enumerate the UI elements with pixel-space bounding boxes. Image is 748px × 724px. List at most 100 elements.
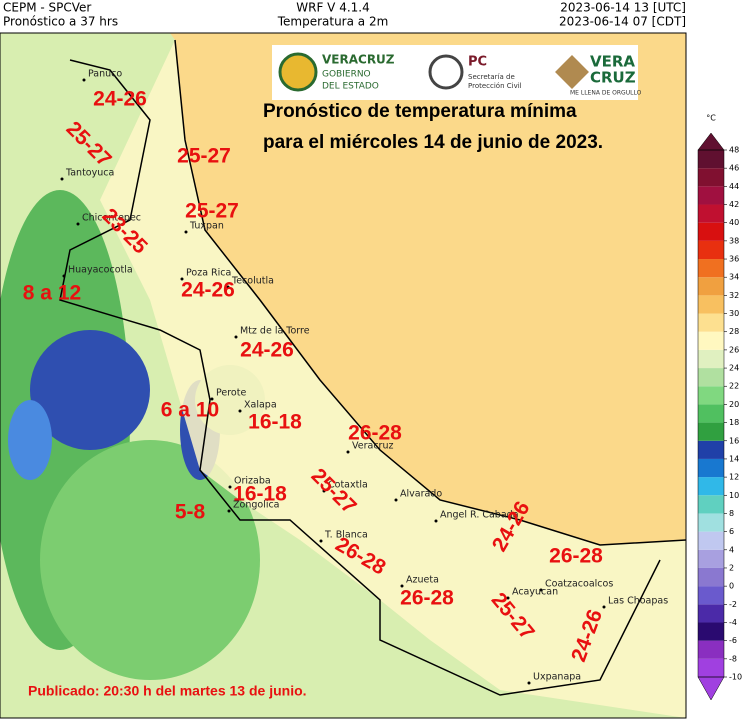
colorbar-tick-label: -10	[729, 673, 742, 682]
colorbar-band	[698, 186, 724, 205]
town-label: Coatzacoalcos	[545, 579, 613, 590]
town-marker	[210, 397, 214, 401]
town-marker	[82, 78, 86, 82]
coastline	[174, 39, 686, 546]
colorbar-band	[698, 477, 724, 496]
forecast-range: 25-27	[185, 200, 239, 223]
town-marker	[227, 509, 231, 513]
town-label: Veracruz	[352, 441, 393, 452]
town-marker	[62, 274, 66, 278]
town-label: Cotaxtla	[328, 480, 368, 491]
colorbar-band	[698, 386, 724, 405]
colorbar-tick-label: 44	[729, 182, 739, 191]
veracruz-shield	[278, 52, 318, 92]
town-marker	[76, 222, 80, 226]
town-marker	[180, 277, 184, 281]
colorbar-tick-label: 26	[729, 345, 739, 354]
colorbar-tick-label: 4	[729, 545, 734, 554]
town-label: Mtz de la Torre	[240, 326, 310, 337]
colorbar-tick-label: 8	[729, 509, 734, 518]
forecast-range: 26-28	[549, 545, 603, 568]
town-label: Tecolutla	[231, 276, 274, 287]
header-left: Pronóstico a 37 hrs	[3, 15, 118, 29]
header-right: 2023-06-14 13 [UTC]	[560, 1, 686, 15]
colorbar-band	[698, 168, 724, 187]
forecast-range: 5-8	[175, 501, 206, 524]
pc-emblem	[428, 54, 464, 90]
town-label: Angel R. Cabada	[440, 510, 519, 521]
logo-text: Secretaría de	[468, 73, 515, 81]
town-label: Chicontepec	[82, 213, 141, 224]
colorbar-tick-label: 24	[729, 364, 739, 373]
colorbar-tick-label: 46	[729, 164, 739, 173]
town-marker	[506, 596, 510, 600]
colorbar-tick-label: 28	[729, 327, 739, 336]
town-label: Poza Rica	[186, 268, 231, 279]
forecast-range: 26-28	[348, 422, 402, 445]
colorbar-tick-label: 16	[729, 436, 739, 445]
colorbar-band	[698, 422, 724, 441]
colorbar-extend-top	[697, 132, 725, 151]
colorbar-band	[698, 277, 724, 296]
colorbar-tick-label: 34	[729, 273, 739, 282]
ocean	[170, 33, 686, 545]
town-label: Uxpanapa	[533, 672, 581, 683]
colorbar-tick-label: -8	[729, 654, 737, 663]
colorbar-band	[698, 440, 724, 459]
town-marker	[226, 285, 230, 289]
town-label: Perote	[216, 388, 246, 399]
colorbar-tick-label: 32	[729, 291, 739, 300]
forecast-range: 24-26	[93, 88, 147, 111]
colorbar-band	[698, 222, 724, 241]
town-marker	[234, 335, 238, 339]
colorbar-tick-label: 18	[729, 418, 739, 427]
colorbar-band	[698, 295, 724, 314]
colorbar-band	[698, 240, 724, 260]
colorbar-tick-label: 20	[729, 400, 739, 409]
town-marker	[60, 177, 64, 181]
map	[0, 33, 686, 718]
logo-text: VERACRUZ	[322, 53, 395, 67]
terrain	[40, 440, 260, 680]
colorbar-tick-label: 2	[729, 563, 734, 572]
lowland	[100, 40, 686, 718]
colorbar-tick-label: 40	[729, 218, 739, 227]
forecast-range: 16-18	[248, 411, 302, 434]
town-label: Panuco	[88, 69, 122, 80]
colorbar-band	[698, 349, 724, 369]
colorbar-unit: °C	[706, 114, 716, 123]
colorbar-tick-label: 38	[729, 236, 739, 245]
colorbar-tick-label: 14	[729, 454, 739, 463]
town-marker	[527, 681, 531, 685]
logo-text: PC	[468, 55, 487, 70]
town-label: Alvarado	[400, 489, 442, 500]
town-marker	[346, 450, 350, 454]
town-label: Tantoyuca	[65, 168, 114, 179]
town-label: Huayacocotla	[68, 265, 133, 276]
colorbar-tick-label: -6	[729, 636, 737, 645]
colorbar-band	[698, 404, 724, 423]
forecast-range: 26-28	[400, 587, 454, 610]
town-label: Tuxpan	[189, 221, 224, 232]
town-marker	[400, 584, 404, 588]
colorbar-band	[698, 331, 724, 350]
colorbar: -10-8-6-4-202468101214161820222426283032…	[697, 114, 742, 701]
colorbar-band	[698, 259, 724, 278]
title: para el miércoles 14 de junio de 2023.	[263, 132, 603, 153]
colorbar-frame	[697, 149, 725, 678]
logo-text: Protección Civil	[468, 82, 522, 90]
logo-text: VERA	[590, 53, 635, 71]
colorbar-band	[698, 513, 724, 532]
forecast-range: 25-27	[177, 145, 231, 168]
colorbar-band	[698, 586, 724, 605]
state-border	[59, 59, 661, 696]
header-left: CEPM - SPCVer	[3, 1, 91, 15]
colorbar-tick-label: 30	[729, 309, 739, 318]
colorbar-tick-label: 22	[729, 382, 739, 391]
town-label: Xalapa	[244, 400, 277, 411]
town-marker	[539, 588, 543, 592]
town-marker	[394, 498, 398, 502]
colorbar-extend-bottom	[697, 676, 725, 701]
colorbar-band	[698, 150, 724, 169]
colorbar-band	[698, 658, 724, 677]
